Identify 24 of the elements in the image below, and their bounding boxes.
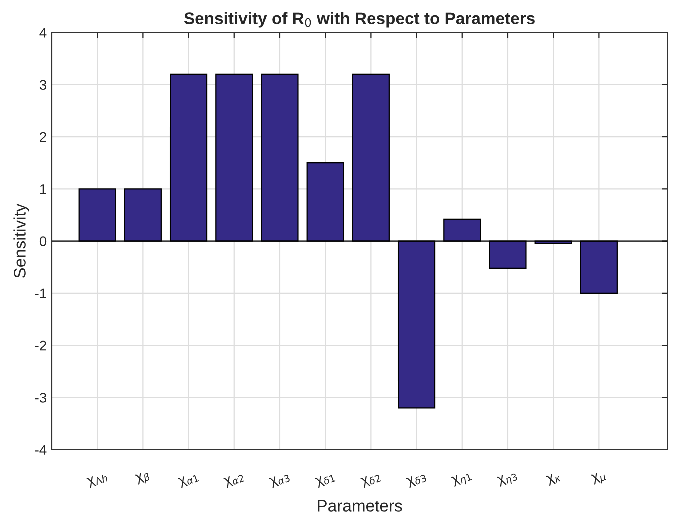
x-tick-label: χ$_{δ1}$ [314,472,336,488]
x-tick-label: χ$_{η1}$ [451,470,473,488]
y-tick-label: -1 [35,288,46,298]
y-tick-label: -3 [35,393,47,403]
x-tick-label: χ$_{α2}$ [224,472,245,488]
y-tick-label: 1 [40,184,46,194]
x-tick-label: χ$_{δ2}$ [360,472,382,488]
y-tick-label: 4 [40,28,47,38]
y-tick-label: 2 [40,132,46,142]
x-tick-label: χ$_{α3}$ [269,472,291,488]
y-tick-label: -2 [35,340,46,351]
x-tick-label: χ$_{κ}$ [546,472,562,486]
y-tick-label: 3 [40,80,47,90]
y-tick-label: 0 [40,236,47,246]
chart-title: Sensitivity of R$_{0}$ with Respect to Parameters [184,12,535,28]
x-tick-label: χ$_{η3}$ [496,470,519,488]
x-tick-label: χ$_{δ3}$ [406,472,428,488]
x-tick-label: χ$_{Λh}$ [86,472,108,488]
y-tick-label: -4 [35,445,47,455]
x-tick-label: χ$_{α1}$ [178,472,200,488]
x-axis-title: Parameters [318,500,402,512]
y-axis-title: Sensitivity [14,204,30,278]
x-tick-label: χ$_{β}$ [134,470,152,486]
x-tick-label: χ$_{μ}$ [590,470,608,486]
